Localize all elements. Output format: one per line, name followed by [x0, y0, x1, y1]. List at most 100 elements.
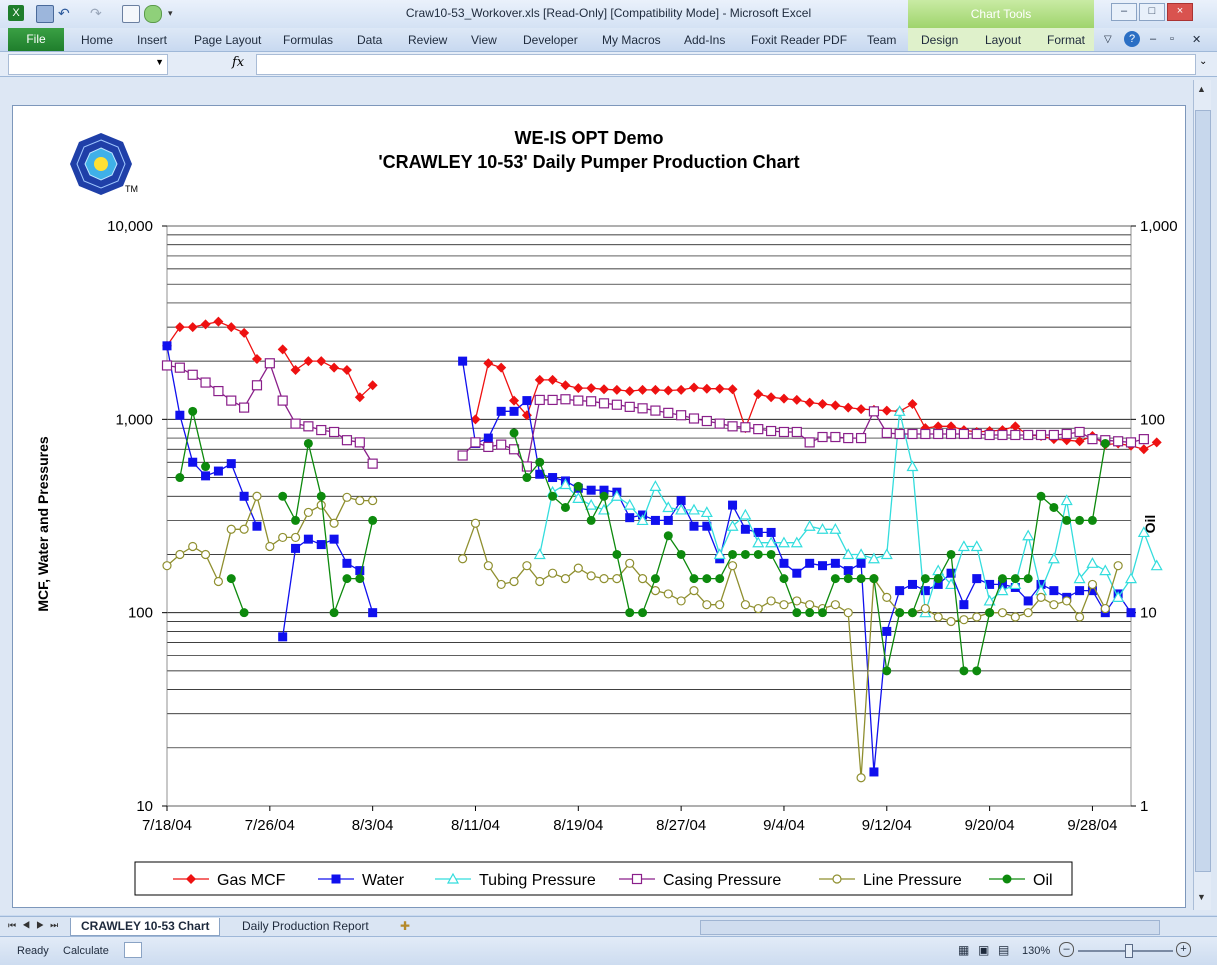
data-point [226, 524, 236, 534]
workbook-restore-icon[interactable]: ▫ [1170, 33, 1174, 45]
insert-sheet-icon[interactable]: ✚ [400, 919, 411, 933]
name-box[interactable]: ▼ [8, 54, 168, 75]
data-point [186, 874, 196, 884]
sheet-tab-daily-production-report[interactable]: Daily Production Report [242, 919, 369, 933]
file-tab[interactable]: File [8, 28, 64, 51]
data-point [740, 524, 750, 534]
data-point [945, 428, 957, 440]
data-point [1049, 600, 1059, 610]
data-point [920, 603, 930, 614]
data-point [534, 374, 545, 385]
data-point [1047, 552, 1060, 564]
data-point [867, 552, 880, 564]
save-icon[interactable] [36, 5, 54, 23]
data-point [522, 561, 532, 571]
tab-formulas[interactable]: Formulas [283, 33, 334, 47]
data-point [599, 485, 609, 495]
help-icon[interactable]: ? [1124, 31, 1140, 47]
zoom-in-icon[interactable]: + [1176, 942, 1191, 957]
data-point [728, 500, 738, 510]
data-point [739, 508, 752, 520]
chart-object[interactable]: TM WE-IS OPT Demo 'CRAWLEY 10-53' Daily … [12, 105, 1186, 908]
data-point [331, 874, 341, 884]
chart-subtitle: 'CRAWLEY 10-53' Daily Pumper Production … [378, 152, 799, 172]
scroll-up-icon[interactable]: ▲ [1197, 84, 1206, 94]
workbook-minimize-icon[interactable]: – [1150, 33, 1157, 45]
horizontal-scrollbar[interactable] [700, 920, 1160, 935]
tab-layout[interactable]: Layout [985, 33, 1022, 47]
data-point [753, 389, 764, 400]
close-button[interactable]: × [1167, 3, 1193, 21]
tab-page-layout[interactable]: Page Layout [194, 33, 262, 47]
minimize-button[interactable]: – [1111, 3, 1137, 21]
page-break-view-icon[interactable]: ▤ [998, 943, 1010, 957]
x-tick-label: 9/28/04 [1067, 817, 1117, 834]
tab-format[interactable]: Format [1047, 33, 1086, 47]
data-point [818, 608, 828, 618]
normal-view-icon[interactable]: ▦ [958, 943, 970, 957]
name-box-dropdown-icon[interactable]: ▼ [155, 57, 164, 67]
fx-icon[interactable]: fx [232, 55, 245, 70]
vertical-scrollbar[interactable]: ▲ ▼ [1193, 80, 1211, 910]
scroll-down-icon[interactable]: ▼ [1197, 892, 1206, 902]
data-point [895, 586, 905, 596]
sheet-tab-crawley-chart[interactable]: CRAWLEY 10-53 Chart [70, 918, 221, 936]
data-point [945, 578, 958, 590]
workbook-close-icon[interactable]: ✕ [1192, 34, 1202, 46]
macro-record-icon[interactable] [124, 942, 142, 958]
tab-add-ins[interactable]: Add-Ins [684, 33, 726, 47]
data-point [1100, 603, 1110, 614]
data-point [779, 600, 789, 610]
trademark-label: TM [125, 184, 138, 194]
zoom-slider-thumb[interactable] [1125, 944, 1133, 958]
redo-icon[interactable]: ↷ [90, 5, 102, 21]
data-point [611, 384, 622, 395]
page-layout-view-icon[interactable]: ▣ [978, 943, 990, 957]
expand-formula-bar-icon[interactable]: ⌄ [1199, 56, 1208, 67]
excel-app-icon[interactable]: X [8, 5, 24, 21]
zoom-out-icon[interactable]: – [1059, 942, 1074, 957]
tab-foxit-reader-pdf[interactable]: Foxit Reader PDF [751, 33, 848, 47]
data-point [251, 380, 263, 391]
customize-toolbar-icon[interactable]: ▾ [168, 8, 173, 18]
tab-home[interactable]: Home [81, 33, 114, 47]
data-point [843, 402, 854, 413]
data-point [895, 608, 905, 618]
print-preview-icon[interactable] [122, 5, 140, 23]
undo-icon[interactable]: ↶ [58, 5, 70, 21]
zoom-level[interactable]: 130% [1022, 945, 1051, 957]
scroll-thumb[interactable] [1195, 110, 1211, 872]
ribbon-collapse-icon[interactable]: ▽ [1104, 34, 1112, 45]
refresh-icon[interactable] [144, 5, 162, 23]
data-point [1036, 491, 1046, 501]
data-point [702, 600, 712, 610]
data-point [1086, 557, 1099, 568]
maximize-button[interactable]: □ [1139, 3, 1165, 21]
tab-my-macros[interactable]: My Macros [602, 33, 661, 47]
tab-review[interactable]: Review [408, 33, 448, 47]
tab-data[interactable]: Data [357, 33, 383, 47]
plot-area-border [166, 225, 1132, 807]
tab-team[interactable]: Team [867, 33, 897, 47]
data-point [573, 395, 584, 406]
series-casing-pressure [161, 358, 1149, 472]
data-point [1048, 429, 1059, 441]
data-point [277, 344, 288, 355]
data-point [958, 428, 970, 440]
sheet-nav-icons[interactable]: ⏮◀▶⏭ [8, 920, 65, 930]
tab-developer[interactable]: Developer [523, 33, 578, 47]
data-point [290, 364, 301, 375]
data-point [573, 383, 584, 394]
data-point [766, 549, 776, 559]
data-point [1074, 436, 1085, 447]
data-point [983, 594, 996, 606]
data-point [174, 362, 185, 373]
data-point [265, 541, 275, 552]
tab-design[interactable]: Design [921, 33, 959, 47]
data-point [805, 600, 815, 610]
tab-insert[interactable]: Insert [137, 33, 168, 47]
tab-view[interactable]: View [471, 33, 497, 47]
status-ready: Ready [17, 945, 49, 957]
formula-input[interactable] [256, 54, 1196, 75]
data-point [547, 374, 558, 385]
